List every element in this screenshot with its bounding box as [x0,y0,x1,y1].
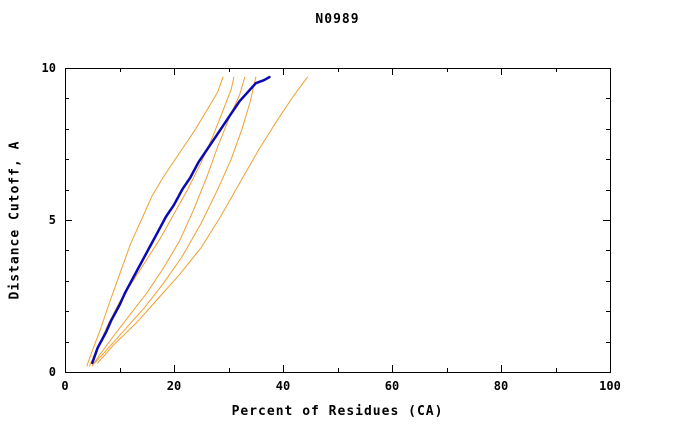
series-line-model-N0989 [91,75,271,365]
x-tick-label: 40 [276,379,290,393]
series-line-reference-1 [86,76,224,367]
x-tick-label: 60 [385,379,399,393]
x-tick-label: 20 [167,379,181,393]
series-line-reference-5 [97,76,308,364]
x-axis-label: Percent of Residues (CA) [231,404,444,419]
y-tick-label: 10 [42,61,56,75]
plot-border [65,68,611,373]
x-tick-label: 100 [599,379,621,393]
chart-title: N0989 [315,12,360,27]
x-tick-label: 0 [61,379,68,393]
series-line-reference-3 [91,76,246,367]
y-tick-label: 0 [49,365,56,379]
y-tick-label: 5 [49,213,56,227]
x-tick-label: 80 [494,379,508,393]
series-line-reference-4 [94,76,257,364]
